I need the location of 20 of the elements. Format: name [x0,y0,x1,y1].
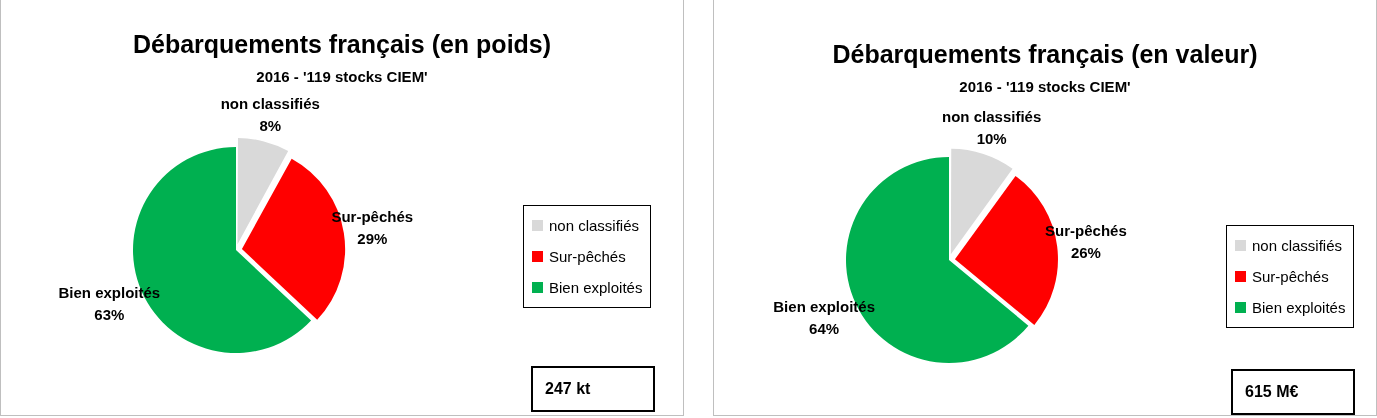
text: 615 M€ [1231,369,1355,415]
chart-subtitle: 2016 - '119 stocks CIEM' [255,68,429,85]
chart-subtitle: 2016 - '119 stocks CIEM' [958,78,1132,95]
data-label: 29% [357,229,388,247]
data-label: 26% [1070,243,1101,261]
data-label: 63% [94,305,125,323]
slice-label: non classifiés [220,95,320,113]
legend-label: non classifiés [549,217,640,234]
chart-title: Débarquements français (en poids) [131,30,553,59]
data-label: 64% [809,319,840,337]
legend-label: Sur-pêchés [1252,268,1329,285]
data-label: 10% [976,129,1007,147]
chart-title: Débarquements français (en valeur) [831,40,1259,69]
legend-label: Bien exploités [549,279,643,296]
slice-label: non classifiés [942,107,1042,125]
text: 247 kt [531,366,655,412]
legend-label: non classifiés [1252,237,1343,254]
legend-label: Bien exploités [1252,299,1346,316]
legend-label: Sur-pêchés [549,248,626,265]
data-label: 8% [259,117,282,135]
